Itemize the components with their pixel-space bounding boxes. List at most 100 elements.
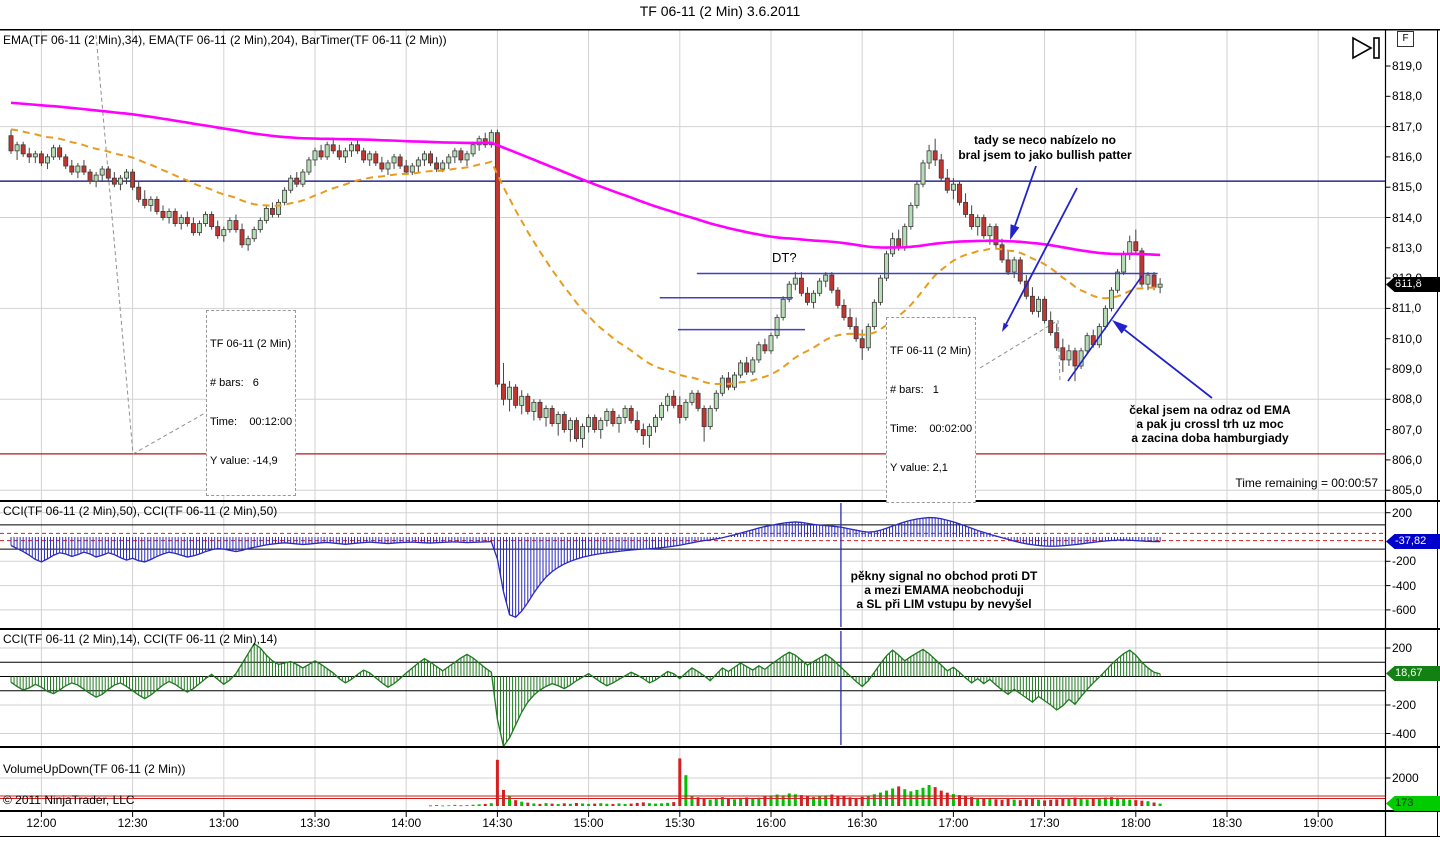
time-axis-label: 12:00 [26,816,57,830]
candle-up [488,132,494,146]
volume-bar-down [945,792,949,806]
arrow-shaft[interactable] [1005,187,1078,325]
volume-bar-up [453,804,457,806]
ruler-info-box[interactable]: TF 06-11 (2 Min) # bars: 1 Time: 00:02:0… [886,317,977,503]
cci14-axis-label: -200 [1392,698,1417,712]
volume-bar-up [532,803,536,806]
candle-up [1121,253,1127,273]
volume-bar-down [593,803,597,806]
candle-down [1005,259,1011,273]
arrow-shaft[interactable] [1124,329,1213,399]
candle-down [944,177,950,191]
candle-up [987,226,993,237]
volume-bar-up [733,799,737,806]
cci50-axis-label: -200 [1392,554,1417,569]
volume-bar-up [1079,798,1083,806]
candle-up [312,150,318,161]
annotation-bullish-pattern[interactable]: tady se neco nabízelo no bral jsem to ja… [900,133,1190,163]
candle-up [665,395,671,406]
candle-up [288,177,294,191]
arrow-shaft[interactable] [1014,165,1037,227]
volume-bar-up [647,803,651,806]
cci50-axis-label: 200 [1392,505,1413,520]
volume-bar-down [854,797,858,806]
annotation-double-top[interactable]: DT? [772,250,797,265]
volume-panel-label: VolumeUpDown(TF 06-11 (2 Min)) [3,762,186,776]
candle-up [1109,289,1114,309]
candle-up [1145,274,1151,285]
candle-up [774,317,780,337]
candle-down [428,153,433,164]
candle-down [336,150,342,158]
volume-bar-down [970,797,974,806]
drawn-trendline[interactable] [1067,275,1143,382]
candle-up [1127,241,1133,255]
volume-bar-down [514,800,518,806]
time-axis-label: 17:00 [938,816,969,830]
volume-bar-down [842,796,846,806]
candle-down [805,292,810,303]
annotation-cci-signal[interactable]: pěkny signal no obchod proti DT a mezi E… [845,569,1043,611]
candle-down [494,132,500,385]
infobox-line: Time: 00:02:00 [890,423,973,435]
candle-up [823,274,829,282]
candle-down [744,362,750,373]
ema34-line[interactable] [10,128,1161,386]
volume-bar-up [720,797,724,806]
candle-up [1011,259,1017,273]
volume-bar-up [878,792,882,806]
candle-down [8,135,14,152]
candle-up [616,417,622,424]
candle-down [1072,350,1078,367]
candle-up [707,407,713,427]
candle-down [525,395,531,412]
annotation-line: a SL při LIM vstupu by nevyšel [856,597,1032,611]
volume-bar-up [587,803,591,806]
volume-bar-down [629,803,633,806]
candle-down [628,407,634,421]
candle-down [130,171,136,188]
volume-bar-up [769,795,773,806]
volume-bar-down [1152,802,1156,806]
candle-up [470,144,476,155]
candle-down [798,277,804,294]
ruler-info-box[interactable]: TF 06-11 (2 Min) # bars: 6 Time: 00:12:0… [206,310,297,496]
volume-bar-down [1024,799,1028,806]
copyright-text: © 2011 NinjaTrader, LLC [3,793,135,807]
annotation-line: a mezi EMAMA neobchoduji [864,583,1024,597]
ema204-line[interactable] [10,101,1161,257]
candle-up [738,362,744,376]
candle-up [531,401,537,412]
candle-up [203,214,209,224]
candle-down [160,211,166,218]
candle-down [932,150,938,161]
annotation-line: a pak ju crossl trh uz moc [1136,417,1284,431]
candle-down [215,226,221,237]
candlesticks [8,129,1163,448]
volume-bar-up [1097,798,1101,806]
candle-up [768,335,774,352]
candle-up [197,223,202,234]
volume-bar-up [544,803,548,806]
volume-bar-up [787,793,791,806]
infobox-line: # bars: 6 [210,377,259,389]
price-axis-label: 812,0 [1392,271,1423,286]
candle-down [269,208,275,215]
candle-up [622,407,628,418]
candle-down [847,317,853,327]
candle-down [513,386,519,406]
price-axis-label: 819,0 [1392,59,1423,73]
volume-bar-up [666,802,670,806]
volume-last-badge: 173 [1386,796,1440,811]
features-button[interactable]: F [1397,31,1414,47]
infobox-line: TF 06-11 (2 Min) [890,345,972,357]
volume-bar-up [623,803,627,806]
price-axis-label: 808,0 [1392,392,1423,407]
annotation-ema-bounce[interactable]: čekal jsem na odraz od EMA a pak ju cros… [1085,403,1335,445]
candle-up [567,420,573,431]
volume-bar-down [1018,800,1022,806]
play-to-end-icon[interactable] [1350,36,1384,62]
candle-up [598,420,604,431]
time-axis-label: 14:00 [391,816,422,830]
